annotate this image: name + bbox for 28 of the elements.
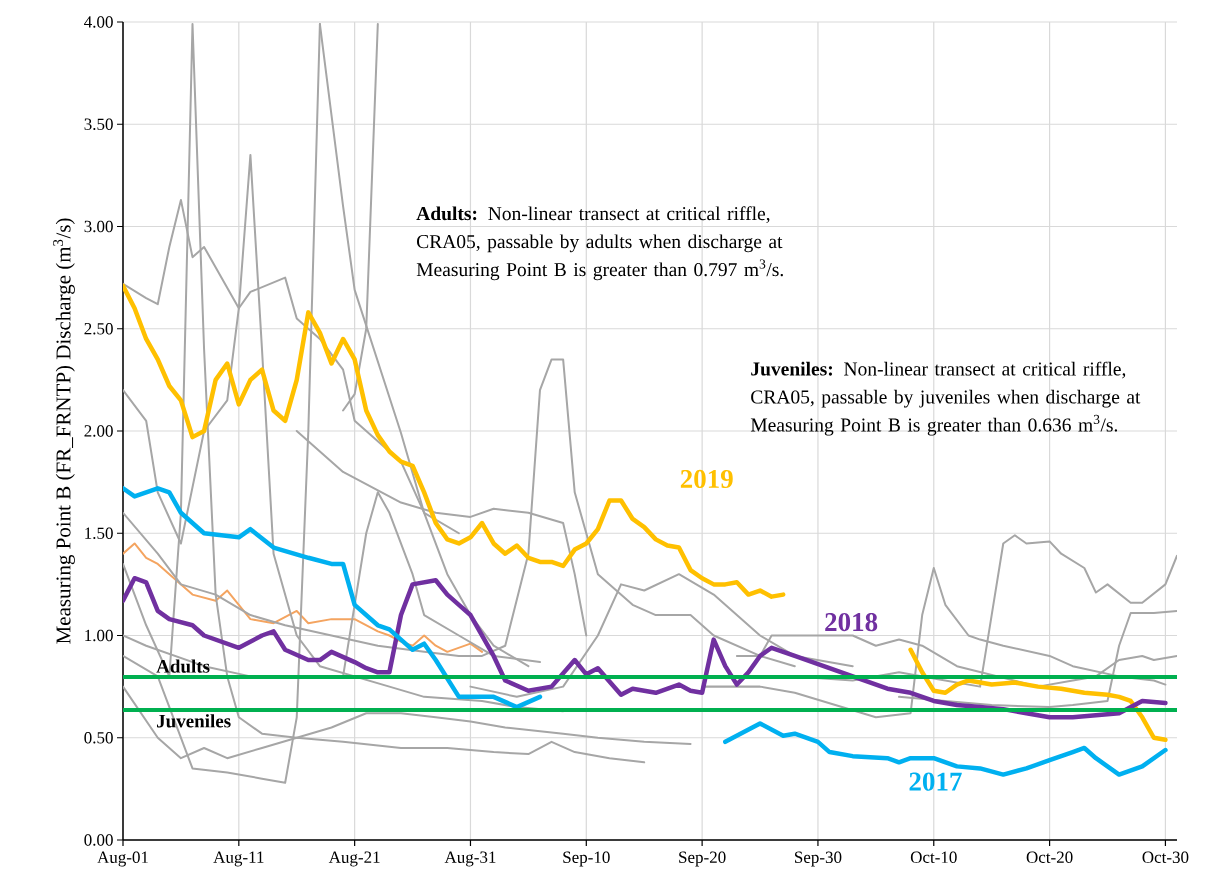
x-tick-label: Aug-21 [328,851,380,867]
y-tick-label: 1.00 [85,629,113,642]
ref-line-label: Juveniles [157,714,231,728]
x-tick-label: Oct-20 [1026,851,1073,863]
annotation: Adults: Non-linear transect at critical riffle, CRA05, passable by adults when discharge at Measuring Point B is greater than 0.797 m$^{3}$/s. [416,206,783,281]
series-label: 2018 [825,612,878,632]
x-tick-label: Sep-20 [679,851,726,867]
series-label: 2019 [680,469,733,489]
x-tick-label: Aug-11 [213,851,264,867]
y-tick-label: 0.00 [84,834,113,846]
x-tick-label: Oct-10 [910,851,957,863]
y-tick-label: 3.00 [84,220,113,233]
y-tick-label: 0.50 [84,731,113,744]
line-series [123,542,484,653]
y-tick-label: 3.50 [84,118,113,131]
y-tick-label: 2.50 [84,322,113,335]
x-tick-label: Aug-01 [97,851,148,867]
y-tick-label: 1.50 [85,527,113,540]
y-axis-title: Measuring Point B (FR_FRNTP) Discharge (m$^{3}$/s) [53,218,75,644]
series-label: 2017 [909,772,962,791]
x-tick-label: Aug-31 [444,851,496,867]
x-tick-label: Sep-30 [795,851,842,867]
y-tick-label: 2.00 [84,425,113,437]
ref-line-label: Adults [156,659,210,673]
y-tick-label: 4.00 [84,16,113,28]
x-tick-label: Sep-10 [563,851,610,867]
annotation: Juveniles: Non-linear transect at critical riffle, CRA05, passable by juveniles when discharge at Measuring Point B is greater than 0.636 m$^{3}$/s. [750,361,1141,436]
x-tick-label: Oct-30 [1142,851,1189,863]
